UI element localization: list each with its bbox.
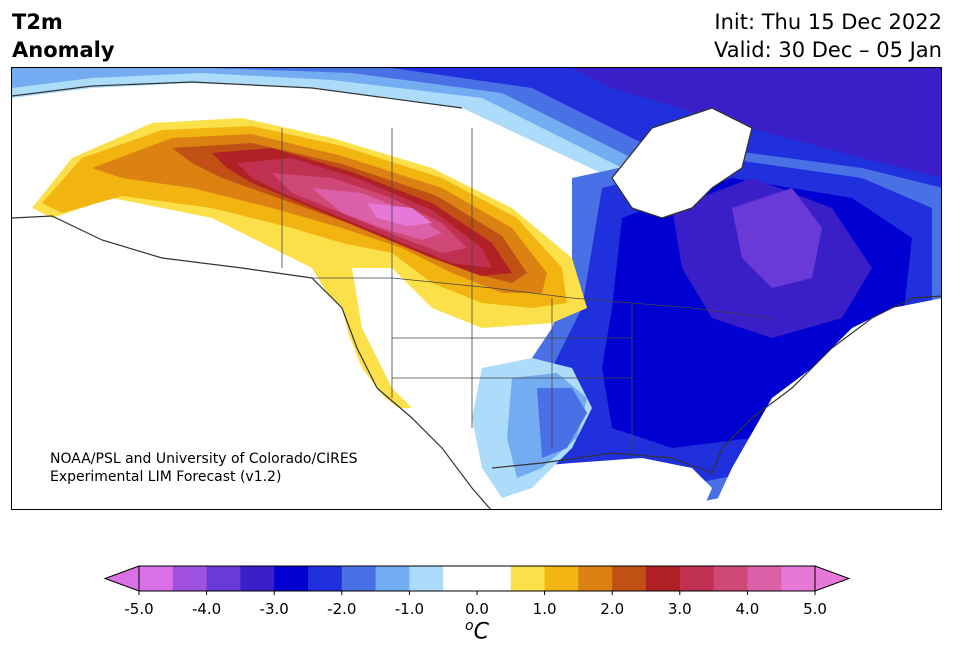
colorbar-segment xyxy=(341,566,377,591)
colorbar-extend-low xyxy=(103,565,140,592)
unit-superscript: o xyxy=(465,618,474,634)
anomaly-band-north-core xyxy=(572,68,941,178)
colorbar-tick-label: 0.0 xyxy=(465,600,489,618)
colorbar-segment xyxy=(477,566,512,591)
anomaly-sw-blue xyxy=(537,388,587,458)
colorbar-extend-high xyxy=(814,565,851,592)
colorbar-tick-label: 5.0 xyxy=(803,600,827,618)
colorbar-tick-label: 2.0 xyxy=(600,600,625,618)
colorbar-segment xyxy=(713,566,748,591)
colorbar-segment xyxy=(139,566,174,591)
colorbar-segment xyxy=(240,566,275,591)
colorbar-tick-label: 4.0 xyxy=(735,600,760,618)
colorbar-segment xyxy=(206,566,241,591)
colorbar-tick-label: 1.0 xyxy=(532,600,557,618)
colorbar-segment xyxy=(781,566,816,591)
colorbar-tick-label: -2.0 xyxy=(327,600,357,618)
colorbar-unit: oC xyxy=(465,618,489,644)
forecast-dates: Init: Thu 15 Dec 2022 Valid: 30 Dec – 05… xyxy=(714,8,942,64)
atlantic-ocean xyxy=(712,298,941,509)
colorbar-segment xyxy=(544,566,579,591)
anomaly-east-violet xyxy=(732,188,822,288)
unit-text: C xyxy=(473,619,489,645)
colorbar-tick-label: 3.0 xyxy=(667,600,692,618)
colorbar-tick-label: -4.0 xyxy=(191,600,222,618)
colorbar-segment xyxy=(172,566,208,591)
colorbar-segment xyxy=(308,566,343,591)
colorbar-segment xyxy=(578,566,613,591)
colorbar-segment xyxy=(443,566,478,591)
pacific-ocean xyxy=(12,218,491,509)
title-line-variable: T2m xyxy=(12,10,63,34)
colorbar-segment xyxy=(510,566,546,591)
map-credit: NOAA/PSL and University of Colorado/CIRE… xyxy=(50,450,358,486)
colorbar-segment xyxy=(646,566,681,591)
colorbar-segment xyxy=(747,566,782,591)
title-line-anomaly: Anomaly xyxy=(12,38,115,62)
borders xyxy=(281,128,773,458)
colorbar-tick-label: -1.0 xyxy=(394,600,425,618)
credit-line-2: Experimental LIM Forecast (v1.2) xyxy=(50,469,282,485)
colorbar-segment xyxy=(612,566,647,591)
colorbar-segment xyxy=(274,566,309,591)
colorbar-tick-label: -3.0 xyxy=(259,600,289,618)
anomaly-warm-peak xyxy=(367,203,432,226)
valid-date-range: Valid: 30 Dec – 05 Jan xyxy=(713,38,942,62)
credit-line-1: NOAA/PSL and University of Colorado/CIRE… xyxy=(50,451,358,467)
coastlines xyxy=(12,81,941,509)
colorbar-segment xyxy=(679,566,715,591)
colorbar-tick-label: -5.0 xyxy=(124,600,154,618)
map-canvas xyxy=(12,68,941,509)
colorbar-segment xyxy=(409,566,444,591)
init-date: Init: Thu 15 Dec 2022 xyxy=(714,10,942,34)
anomaly-map: NOAA/PSL and University of Colorado/CIRE… xyxy=(11,67,942,510)
colorbar-segment xyxy=(375,566,410,591)
map-title: T2m Anomaly xyxy=(12,8,115,64)
